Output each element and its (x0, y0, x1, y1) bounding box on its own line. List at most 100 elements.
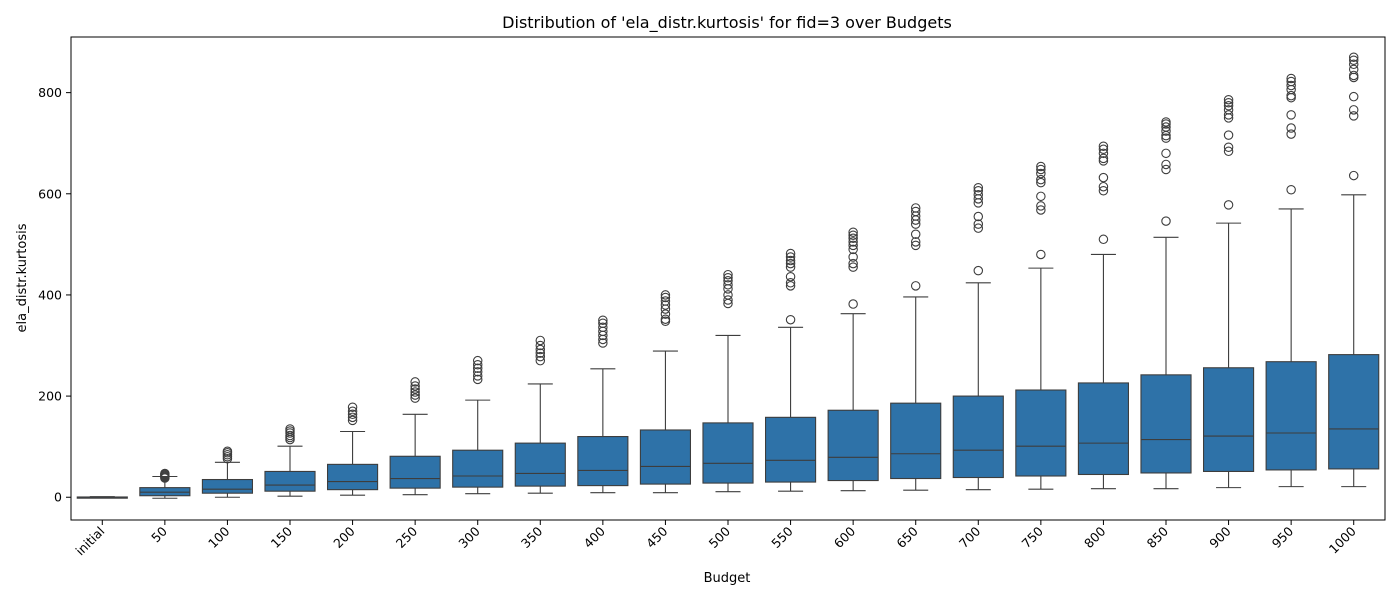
outlier-point (1348, 105, 1359, 115)
box-550 (764, 416, 817, 483)
y-tick-label: 200 (38, 389, 62, 404)
outlier-point (410, 381, 420, 391)
x-tick-label: initial (72, 524, 107, 559)
outlier-point (535, 340, 546, 351)
outlier-point (723, 272, 733, 283)
x-tick-label: 600 (831, 523, 859, 551)
x-tick-label: 400 (581, 523, 609, 551)
box-1000 (1328, 354, 1380, 470)
x-tick-label: 300 (455, 523, 483, 551)
outlier-point (848, 299, 858, 309)
box-600 (827, 409, 879, 482)
outlier-point (410, 387, 420, 397)
outlier-point (1036, 164, 1046, 175)
outlier-point (785, 278, 796, 288)
outlier-point (973, 182, 984, 193)
outlier-point (1098, 144, 1109, 155)
x-tick-label: 500 (706, 523, 734, 551)
outlier-point (1348, 70, 1359, 81)
outlier-point (222, 446, 233, 456)
outlier-point (660, 314, 671, 324)
outlier-point (910, 203, 921, 213)
outlier-point (1036, 191, 1046, 202)
outlier-point (472, 355, 483, 366)
outlier-point (1286, 90, 1296, 101)
outlier-point (1286, 110, 1296, 120)
outlier-point (535, 351, 546, 362)
outlier-point (1223, 110, 1234, 120)
x-tick-label: 800 (1081, 523, 1109, 551)
outlier-point (723, 280, 733, 290)
outlier-point (660, 292, 671, 303)
outlier-point (1348, 72, 1359, 83)
outlier-point (347, 402, 358, 412)
outlier-point (1161, 126, 1171, 136)
outlier-point (472, 367, 483, 377)
outlier-point (910, 240, 921, 251)
outlier-point (598, 322, 608, 333)
outlier-point (785, 281, 796, 291)
outlier-point (598, 318, 608, 329)
outlier-point (472, 371, 483, 381)
outlier-point (410, 393, 420, 403)
outlier-point (1036, 201, 1046, 211)
outlier-point (785, 252, 796, 262)
outlier-point (347, 406, 358, 417)
outlier-point (1223, 146, 1234, 157)
outlier-point (973, 186, 984, 196)
outlier-point (910, 281, 921, 291)
outlier-point (410, 384, 420, 394)
outlier-point (535, 348, 546, 358)
outlier-point (1348, 55, 1359, 66)
outlier-point (910, 229, 921, 239)
outlier-point (1161, 159, 1171, 170)
outlier-point (285, 430, 295, 441)
outlier-point (1098, 156, 1109, 166)
x-tick-label: 550 (768, 523, 796, 551)
outlier-point (1348, 59, 1359, 70)
x-tick-label: 650 (893, 523, 921, 551)
x-tick-label: 250 (393, 523, 421, 551)
box-200 (326, 463, 379, 491)
outlier-point (785, 271, 796, 282)
outlier-point (347, 415, 358, 426)
outlier-point (1036, 174, 1046, 185)
outlier-point (1286, 92, 1296, 103)
outlier-point (1161, 117, 1171, 127)
box-500 (702, 422, 754, 484)
outlier-point (1036, 205, 1046, 215)
outlier-point (1161, 216, 1171, 226)
outlier-point (1098, 234, 1109, 245)
outlier-point (848, 237, 858, 247)
box-950 (1265, 361, 1317, 471)
y-tick-label: 800 (38, 85, 62, 100)
outlier-point (535, 344, 546, 355)
y-tick-label: 600 (38, 186, 62, 201)
outlier-point (160, 468, 170, 479)
outlier-point (848, 227, 858, 237)
outlier-point (1161, 164, 1171, 175)
outlier-point (973, 211, 984, 222)
outlier-point (535, 335, 546, 346)
outlier-point (1223, 94, 1234, 105)
outlier-point (1098, 181, 1109, 192)
outlier-point (1223, 97, 1234, 108)
outlier-point (1223, 142, 1234, 153)
box-650 (890, 402, 942, 480)
outlier-point (472, 359, 483, 370)
outlier-point (848, 262, 858, 272)
chart-title: Distribution of 'ela_distr.kurtosis' for… (502, 13, 952, 33)
outlier-point (1161, 122, 1171, 132)
outlier-point (660, 296, 671, 306)
outlier-point (848, 230, 858, 241)
outlier-point (785, 255, 796, 266)
box-900 (1202, 367, 1255, 472)
outlier-point (1161, 133, 1171, 143)
outlier-point (1223, 105, 1234, 115)
outlier-point (1348, 170, 1359, 181)
box-450 (639, 429, 692, 485)
outlier-point (1348, 52, 1359, 62)
x-tick-label: 700 (956, 523, 984, 551)
outlier-point (535, 355, 546, 366)
